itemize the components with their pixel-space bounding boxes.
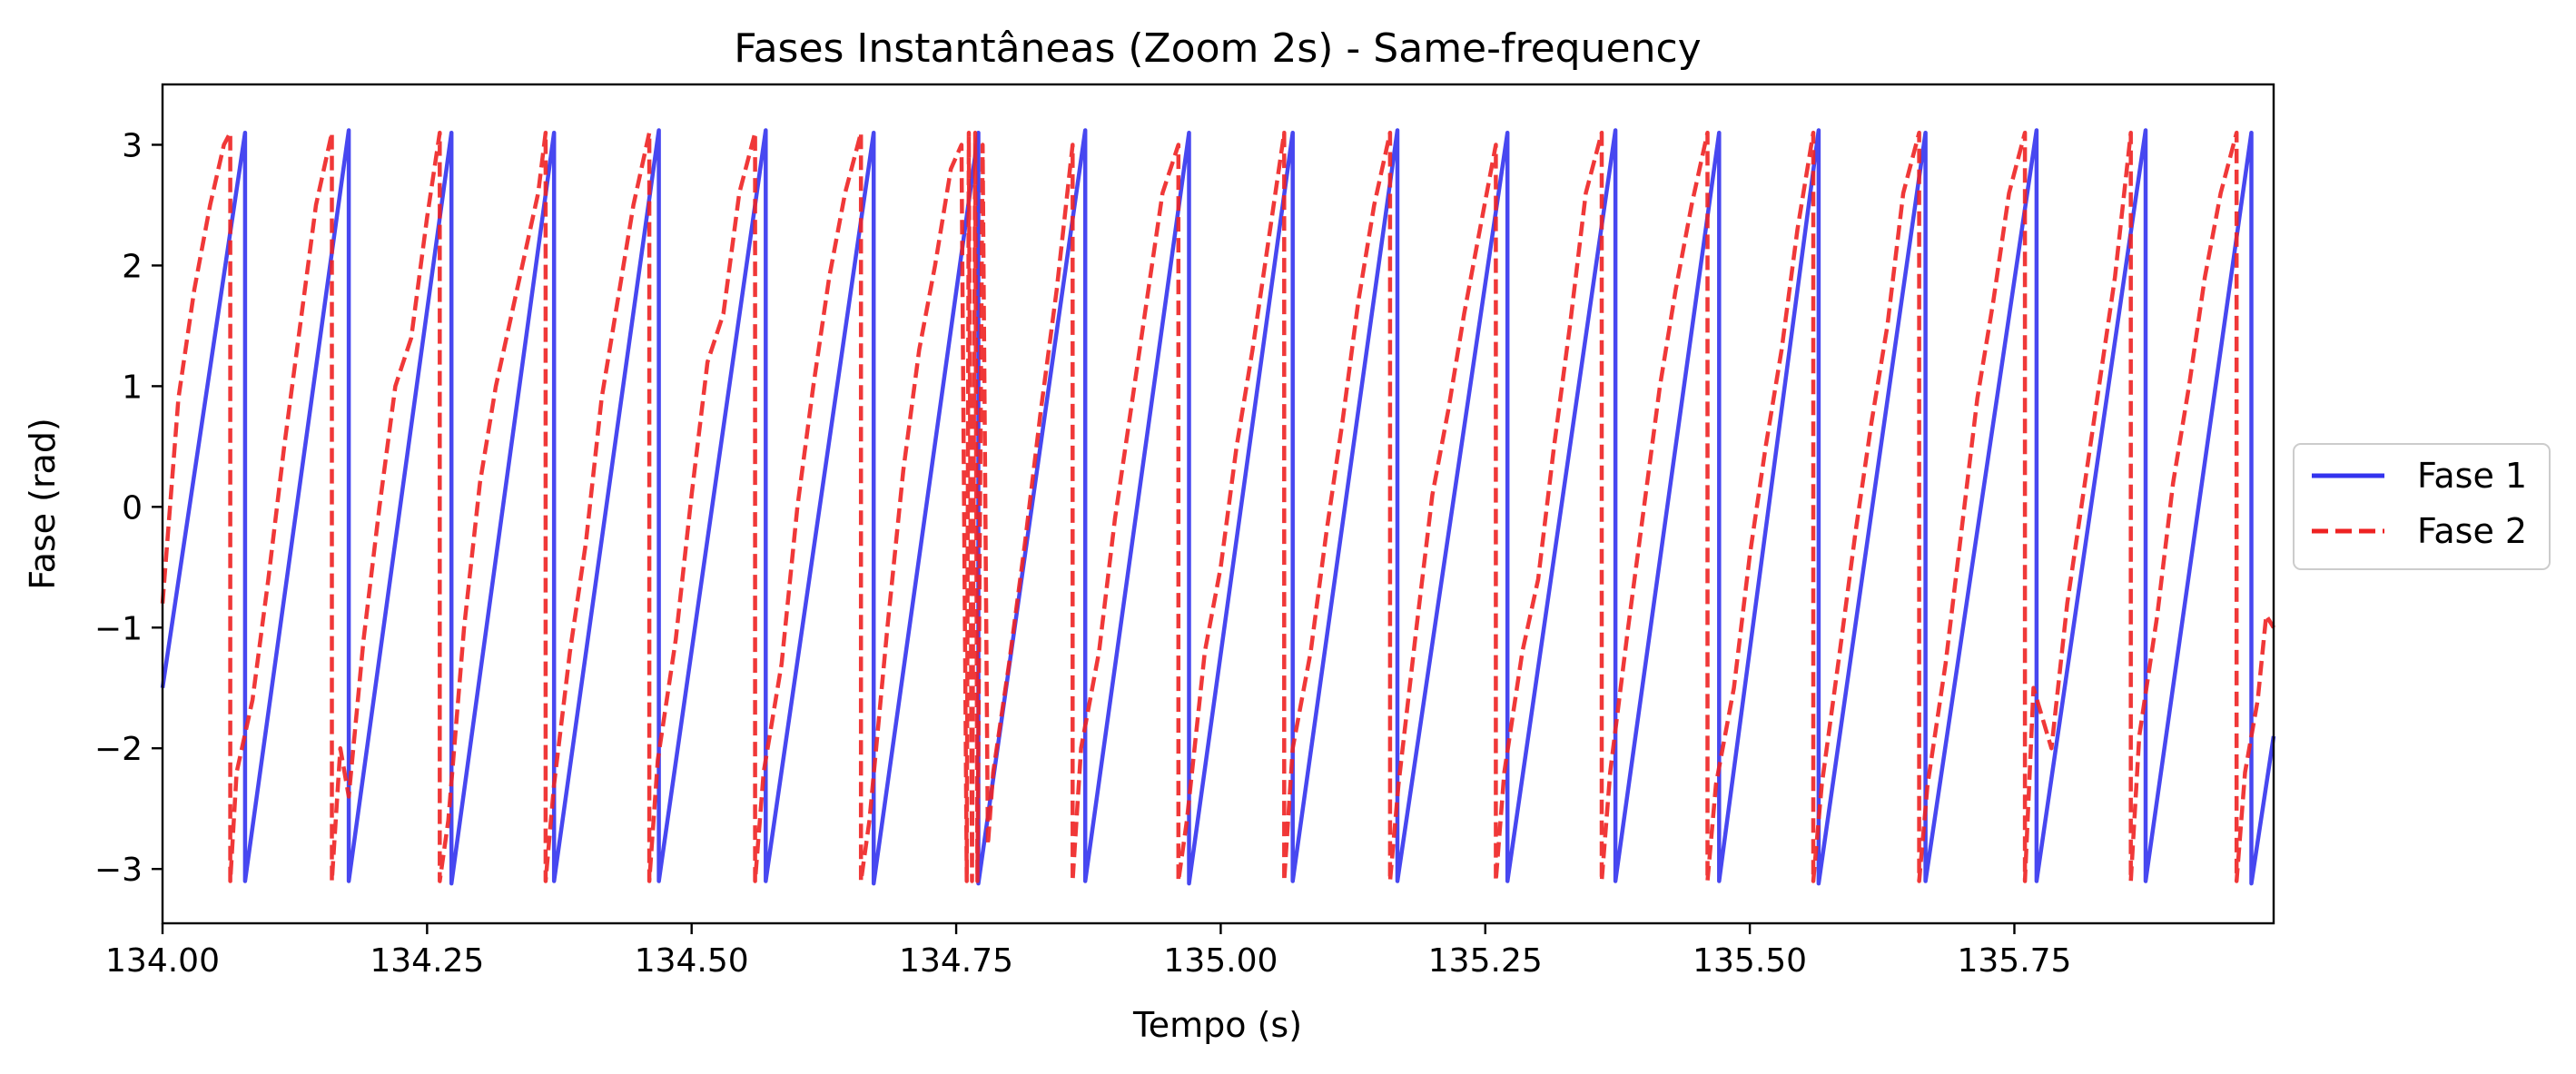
- x-tick-label: 134.00: [105, 942, 220, 980]
- y-axis-ticks: −3 −2 −1 0 1 2 3: [94, 127, 163, 889]
- plot-frame: [161, 83, 2275, 925]
- y-tick-label: −1: [94, 610, 143, 647]
- x-tick-label: 135.75: [1957, 942, 2071, 980]
- x-axis-label: Tempo (s): [1132, 1005, 1302, 1045]
- legend: Fase 1 Fase 2: [2293, 443, 2551, 570]
- x-tick-label: 134.25: [370, 942, 484, 980]
- x-tick-label: 134.75: [899, 942, 1013, 980]
- y-tick-label: −2: [94, 731, 143, 768]
- x-tick-label: 135.50: [1693, 942, 1807, 980]
- x-tick-label: 135.25: [1428, 942, 1543, 980]
- series-line-fase-1: [160, 128, 2276, 886]
- x-tick-label: 134.50: [635, 942, 749, 980]
- y-tick-label: 2: [122, 248, 143, 285]
- x-axis-ticks: 134.00 134.25 134.50 134.75 135.00 135.25 135.…: [105, 923, 2071, 980]
- legend-label-fase-2: Fase 2: [2417, 511, 2527, 551]
- y-tick-label: −3: [94, 852, 143, 889]
- y-tick-label: 0: [122, 489, 143, 527]
- y-axis-label: Fase (rad): [23, 418, 63, 590]
- x-tick-label: 135.00: [1163, 942, 1278, 980]
- y-tick-label: 1: [122, 369, 143, 406]
- series-line-fase-2: [160, 130, 2275, 883]
- chart-title: Fases Instantâneas (Zoom 2s) - Same-freq…: [734, 25, 1701, 72]
- plot-series-group: [160, 128, 2276, 886]
- y-tick-label: 3: [122, 127, 143, 164]
- legend-label-fase-1: Fase 1: [2417, 456, 2527, 496]
